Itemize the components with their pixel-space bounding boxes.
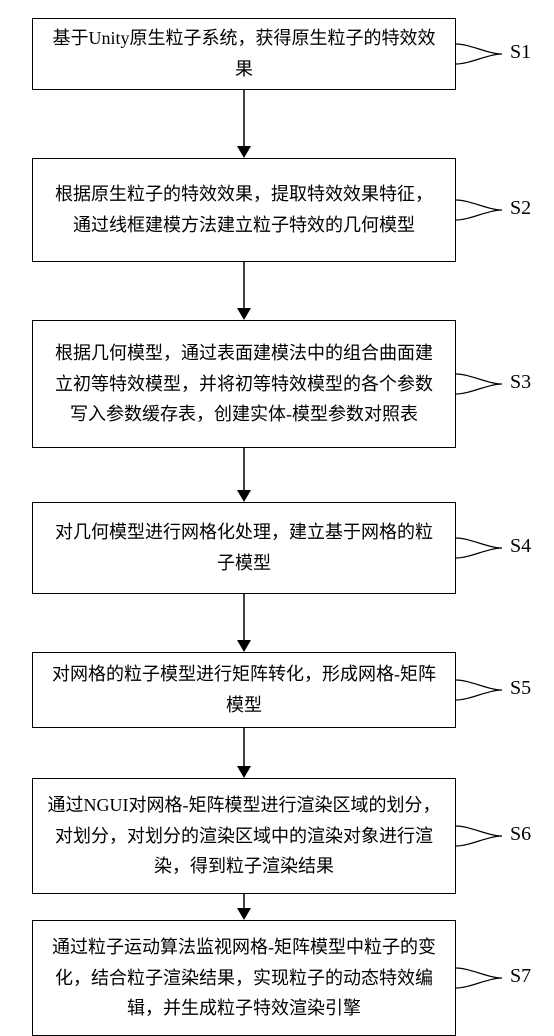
step-label: S4 <box>510 535 531 558</box>
flow-node-text: 通过粒子运动算法监视网格-矩阵模型中粒子的变化，结合粒子渲染结果，实现粒子的动态… <box>47 932 441 1024</box>
step-label: S5 <box>510 677 531 700</box>
flow-node: 通过粒子运动算法监视网格-矩阵模型中粒子的变化，结合粒子渲染结果，实现粒子的动态… <box>32 920 456 1036</box>
step-label: S7 <box>510 965 531 988</box>
flowchart-canvas: 基于Unity原生粒子系统，获得原生粒子的特效效果 S1 根据原生粒子的特效效果，提… <box>0 0 554 1000</box>
flow-node: 根据原生粒子的特效效果，提取特效效果特征，通过线框建模方法建立粒子特效的几何模型 <box>32 158 456 262</box>
step-label: S1 <box>510 41 531 64</box>
flow-node-text: 通过NGUI对网格-矩阵模型进行渲染区域的划分，对划分，对划分的渲染区域中的渲染… <box>47 790 441 882</box>
flow-node: 对网格的粒子模型进行矩阵转化，形成网格-矩阵模型 <box>32 652 456 728</box>
flow-node: 通过NGUI对网格-矩阵模型进行渲染区域的划分，对划分，对划分的渲染区域中的渲染… <box>32 778 456 894</box>
flow-node: 对几何模型进行网格化处理，建立基于网格的粒子模型 <box>32 502 456 594</box>
flow-node-text: 根据原生粒子的特效效果，提取特效效果特征，通过线框建模方法建立粒子特效的几何模型 <box>47 179 441 240</box>
step-label: S2 <box>510 197 531 220</box>
step-label: S6 <box>510 823 531 846</box>
flow-node-text: 对网格的粒子模型进行矩阵转化，形成网格-矩阵模型 <box>47 659 441 720</box>
flow-node: 基于Unity原生粒子系统，获得原生粒子的特效效果 <box>32 18 456 90</box>
flow-node-text: 基于Unity原生粒子系统，获得原生粒子的特效效果 <box>47 23 441 84</box>
flow-node-text: 根据几何模型，通过表面建模法中的组合曲面建立初等特效模型，并将初等特效模型的各个… <box>47 338 441 430</box>
flow-node-text: 对几何模型进行网格化处理，建立基于网格的粒子模型 <box>47 517 441 578</box>
flow-node: 根据几何模型，通过表面建模法中的组合曲面建立初等特效模型，并将初等特效模型的各个… <box>32 320 456 448</box>
step-label: S3 <box>510 371 531 394</box>
